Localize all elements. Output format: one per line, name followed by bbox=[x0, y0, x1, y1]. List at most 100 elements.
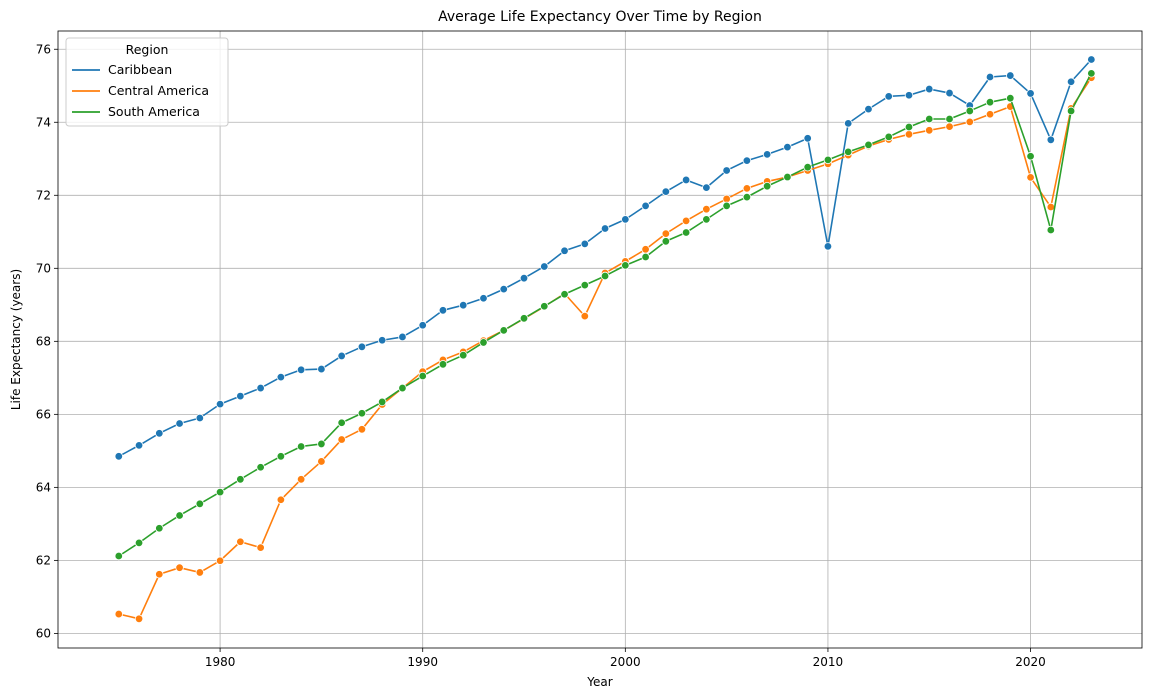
x-axis-label: Year bbox=[586, 675, 612, 689]
data-point bbox=[1006, 93, 1015, 103]
data-point bbox=[296, 475, 306, 484]
x-tick-label: 1990 bbox=[407, 655, 438, 669]
data-point bbox=[1026, 89, 1035, 98]
data-point bbox=[337, 418, 346, 427]
chart-title: Average Life Expectancy Over Time by Reg… bbox=[438, 9, 762, 25]
data-point bbox=[134, 614, 144, 623]
data-point bbox=[621, 261, 630, 270]
data-point bbox=[965, 106, 974, 116]
y-tick-label: 66 bbox=[36, 407, 51, 421]
data-point bbox=[965, 117, 974, 127]
data-point bbox=[418, 321, 427, 330]
data-point bbox=[175, 511, 184, 520]
data-point bbox=[945, 122, 954, 131]
x-tick-label: 2020 bbox=[1015, 655, 1046, 669]
data-point bbox=[580, 311, 590, 321]
y-axis: 60 62 64 66 68 70 72 74 76 bbox=[36, 42, 58, 640]
data-point bbox=[580, 280, 590, 290]
data-point bbox=[945, 114, 954, 124]
data-point bbox=[438, 360, 448, 369]
data-point bbox=[742, 184, 752, 193]
data-point bbox=[783, 142, 792, 152]
data-point bbox=[844, 147, 853, 157]
data-point bbox=[215, 399, 225, 409]
data-point bbox=[681, 228, 691, 237]
data-point bbox=[438, 306, 448, 315]
data-point bbox=[925, 126, 934, 135]
data-point bbox=[661, 229, 671, 238]
legend-items: Caribbean Central America South America bbox=[72, 62, 209, 119]
data-point bbox=[337, 435, 346, 444]
data-point bbox=[459, 350, 468, 360]
data-point bbox=[1046, 135, 1056, 144]
data-point bbox=[600, 224, 610, 233]
data-point bbox=[742, 192, 752, 202]
data-point bbox=[114, 551, 123, 561]
data-point bbox=[175, 563, 184, 572]
data-point bbox=[1046, 225, 1056, 235]
data-point bbox=[317, 457, 326, 466]
data-point bbox=[884, 132, 893, 142]
plot-frame bbox=[57, 30, 1143, 649]
x-tick-label: 1980 bbox=[205, 655, 236, 669]
data-point bbox=[357, 342, 367, 352]
series-south-america bbox=[114, 69, 1096, 561]
legend-item: South America bbox=[72, 104, 200, 119]
data-point bbox=[276, 495, 286, 504]
data-point bbox=[702, 215, 711, 224]
data-point bbox=[945, 88, 954, 98]
y-tick-label: 74 bbox=[36, 115, 51, 129]
data-point bbox=[661, 237, 671, 246]
series-line bbox=[118, 77, 1093, 620]
data-point bbox=[398, 383, 407, 393]
x-tick-label: 2010 bbox=[813, 655, 844, 669]
data-point bbox=[641, 201, 650, 211]
data-point bbox=[560, 290, 569, 299]
data-point bbox=[296, 365, 306, 375]
data-point bbox=[904, 91, 914, 100]
data-point bbox=[600, 271, 610, 281]
data-point bbox=[985, 72, 995, 82]
data-point bbox=[641, 245, 650, 254]
y-tick-label: 70 bbox=[36, 261, 51, 275]
data-point bbox=[722, 194, 731, 204]
data-point bbox=[1087, 55, 1096, 64]
data-point bbox=[357, 409, 367, 418]
data-point bbox=[985, 97, 995, 107]
data-point bbox=[479, 294, 488, 303]
data-point bbox=[499, 284, 508, 294]
data-point bbox=[134, 538, 144, 548]
data-point bbox=[925, 84, 934, 94]
y-tick-label: 60 bbox=[36, 626, 51, 640]
data-point bbox=[317, 364, 326, 374]
data-point bbox=[844, 119, 853, 128]
data-point bbox=[1066, 77, 1076, 86]
data-point bbox=[215, 487, 225, 497]
data-point bbox=[114, 452, 123, 461]
data-point bbox=[540, 302, 549, 311]
data-point bbox=[762, 150, 772, 159]
data-point bbox=[195, 413, 205, 423]
data-point bbox=[1006, 71, 1015, 80]
data-point bbox=[519, 314, 529, 323]
data-point bbox=[256, 543, 265, 552]
data-point bbox=[155, 429, 164, 438]
data-point bbox=[459, 300, 468, 310]
y-tick-label: 68 bbox=[36, 334, 51, 348]
data-point bbox=[195, 499, 205, 508]
data-point bbox=[499, 326, 508, 335]
data-point bbox=[823, 155, 833, 165]
data-point bbox=[236, 537, 245, 546]
x-axis: 1980 1990 2000 2010 2020 bbox=[205, 648, 1046, 669]
data-point bbox=[884, 92, 893, 101]
data-point bbox=[641, 252, 650, 262]
data-point bbox=[722, 201, 731, 211]
data-point bbox=[661, 187, 671, 196]
data-point bbox=[236, 475, 245, 484]
data-point bbox=[236, 391, 245, 401]
data-point bbox=[256, 463, 265, 472]
data-point bbox=[134, 441, 144, 450]
data-point bbox=[1087, 69, 1096, 78]
data-point bbox=[317, 439, 326, 449]
